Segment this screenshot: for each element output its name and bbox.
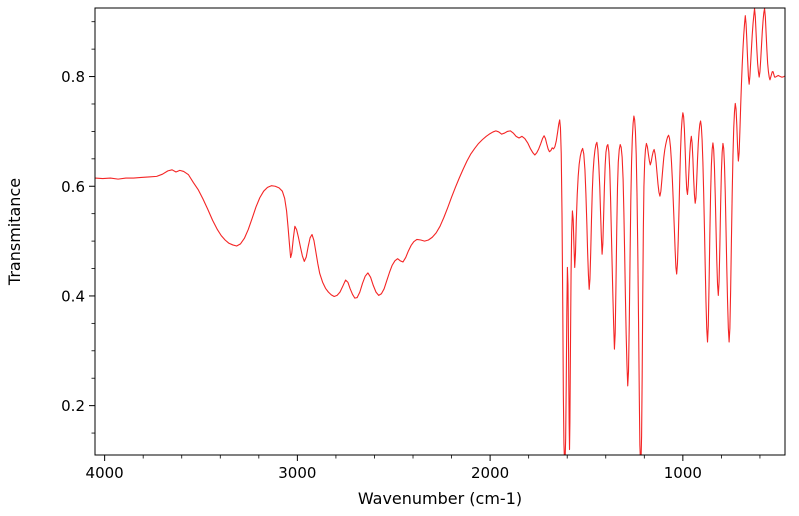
y-tick-label: 0.2 (61, 397, 85, 415)
major-ticks (89, 76, 684, 461)
spectrum-line (95, 8, 785, 455)
y-axis-label: Transmitance (5, 178, 24, 286)
minor-ticks (91, 21, 761, 459)
y-tick-label: 0.6 (61, 178, 85, 196)
x-tick-label: 1000 (664, 464, 702, 482)
plot-border (94, 7, 786, 456)
tick-labels: 4000 3000 2000 1000 0.2 0.4 0.6 0.8 (61, 68, 702, 482)
x-axis-label: Wavenumber (cm-1) (358, 489, 522, 508)
x-tick-label: 4000 (86, 464, 124, 482)
x-tick-label: 3000 (278, 464, 316, 482)
y-tick-label: 0.8 (61, 68, 85, 86)
y-tick-label: 0.4 (61, 287, 85, 305)
x-tick-label: 2000 (471, 464, 509, 482)
